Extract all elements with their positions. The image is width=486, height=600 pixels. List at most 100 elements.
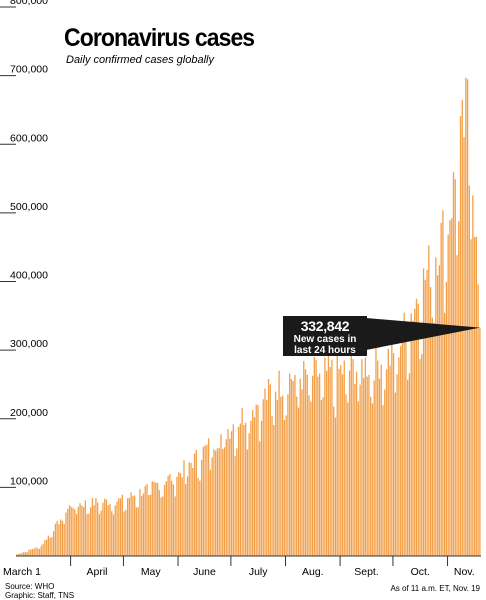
bar — [468, 185, 470, 556]
bar — [435, 257, 437, 556]
bar — [193, 453, 196, 556]
bar — [287, 394, 289, 556]
bar — [310, 401, 312, 556]
bar — [118, 498, 120, 556]
bar — [167, 475, 169, 556]
bar — [130, 492, 132, 556]
bar — [107, 505, 109, 556]
bar — [253, 417, 256, 556]
as-of-note: As of 11 a.m. ET, Nov. 19 — [390, 584, 480, 593]
bar — [447, 234, 449, 556]
x-tick-label: March 1 — [3, 566, 41, 578]
bar — [260, 420, 263, 556]
bar — [75, 513, 78, 556]
callout-line1: New cases in — [293, 334, 357, 345]
bar — [171, 480, 173, 556]
bar — [241, 408, 243, 556]
bar — [84, 500, 86, 556]
bar — [463, 137, 465, 556]
bar — [410, 313, 412, 556]
bar — [153, 481, 155, 556]
bar — [104, 498, 106, 556]
bar — [470, 239, 472, 556]
bar — [322, 397, 324, 556]
y-tick-label: 600,000 — [10, 132, 48, 144]
bar — [340, 365, 342, 556]
bar — [58, 524, 60, 556]
bar — [458, 221, 460, 556]
bar — [451, 218, 453, 557]
bar — [17, 553, 20, 556]
bar — [429, 287, 432, 556]
bar — [306, 374, 308, 556]
bar — [466, 79, 469, 557]
bar — [262, 399, 264, 556]
bar — [16, 554, 18, 556]
bar — [86, 513, 88, 556]
bar — [105, 499, 108, 556]
bar — [421, 354, 423, 556]
bar — [88, 513, 90, 556]
bar — [220, 434, 222, 556]
bar — [134, 495, 136, 556]
bar — [142, 493, 145, 556]
bar — [244, 422, 247, 556]
bar — [137, 507, 139, 556]
bar — [158, 489, 160, 556]
bar — [74, 509, 76, 556]
bar — [38, 548, 41, 556]
bar — [289, 373, 291, 556]
y-tick-label: 500,000 — [10, 201, 48, 213]
bar — [311, 375, 314, 556]
bar — [436, 275, 439, 556]
x-tick-label: Aug. — [302, 566, 324, 578]
y-tick-label: 300,000 — [10, 338, 48, 350]
bar — [389, 365, 391, 556]
bar — [151, 481, 153, 556]
bar — [116, 501, 118, 556]
bar — [296, 396, 298, 556]
y-tick-label: 100,000 — [10, 475, 48, 487]
bar — [368, 374, 370, 556]
bar — [155, 482, 157, 556]
bar — [192, 467, 194, 556]
bar — [250, 420, 252, 556]
bar — [26, 552, 28, 556]
source-note: Source: WHO Graphic: Staff, TNS — [5, 582, 74, 600]
bar — [178, 472, 180, 556]
bar — [398, 357, 400, 556]
bar — [431, 317, 433, 556]
bar — [422, 268, 425, 556]
bar — [317, 376, 319, 556]
bar — [239, 423, 241, 556]
bar — [341, 374, 344, 556]
bar — [303, 360, 305, 556]
bar — [33, 548, 35, 556]
bar — [227, 428, 229, 556]
bar — [387, 348, 389, 556]
x-tick-label: July — [249, 566, 268, 578]
bar — [408, 373, 411, 556]
bar — [442, 210, 444, 556]
bar — [361, 359, 363, 556]
bar — [215, 450, 217, 556]
bar — [375, 343, 377, 556]
bar — [377, 360, 379, 556]
bar — [313, 357, 315, 556]
bar — [98, 514, 101, 556]
bar — [100, 510, 102, 556]
bar — [42, 543, 44, 556]
bar — [230, 431, 233, 556]
bar — [111, 511, 113, 556]
bar — [160, 497, 162, 556]
bar — [91, 498, 94, 556]
bar — [264, 388, 266, 556]
x-tick-label: April — [87, 566, 108, 578]
bar — [176, 476, 178, 556]
bar — [385, 369, 388, 556]
bar — [399, 346, 402, 556]
bar — [391, 341, 393, 556]
bar — [269, 384, 271, 556]
bar — [417, 303, 419, 556]
bar — [28, 549, 30, 556]
